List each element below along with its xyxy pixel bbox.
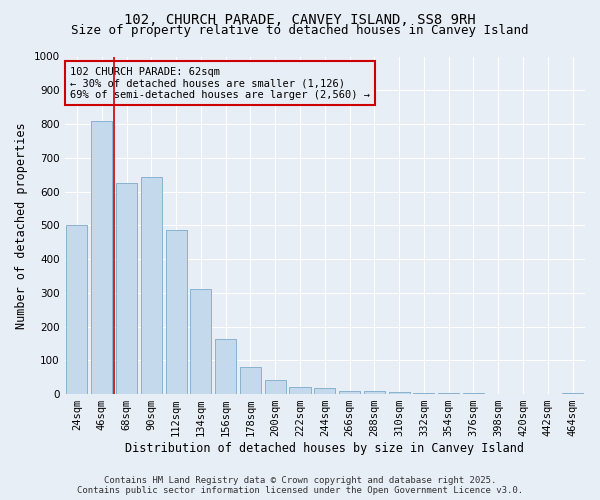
Text: Size of property relative to detached houses in Canvey Island: Size of property relative to detached ho… (71, 24, 529, 37)
Bar (215, 339, 236, 394)
Bar (240, 367, 261, 394)
Bar (438, 393, 459, 394)
Text: 102 CHURCH PARADE: 62sqm
← 30% of detached houses are smaller (1,126)
69% of sem: 102 CHURCH PARADE: 62sqm ← 30% of detach… (70, 66, 370, 100)
Bar (364, 392, 385, 394)
Bar (141, 177, 162, 394)
Bar (463, 393, 484, 394)
Text: Contains HM Land Registry data © Crown copyright and database right 2025.
Contai: Contains HM Land Registry data © Crown c… (77, 476, 523, 495)
Text: 102, CHURCH PARADE, CANVEY ISLAND, SS8 9RH: 102, CHURCH PARADE, CANVEY ISLAND, SS8 9… (124, 12, 476, 26)
X-axis label: Distribution of detached houses by size in Canvey Island: Distribution of detached houses by size … (125, 442, 524, 455)
Bar (166, 230, 187, 394)
Bar (67, 226, 88, 394)
Bar (339, 390, 360, 394)
Y-axis label: Number of detached properties: Number of detached properties (15, 122, 28, 328)
Bar (389, 392, 410, 394)
Bar (314, 388, 335, 394)
Bar (265, 380, 286, 394)
Bar (116, 183, 137, 394)
Bar (413, 392, 434, 394)
Bar (190, 289, 211, 394)
Bar (91, 120, 112, 394)
Bar (289, 386, 311, 394)
